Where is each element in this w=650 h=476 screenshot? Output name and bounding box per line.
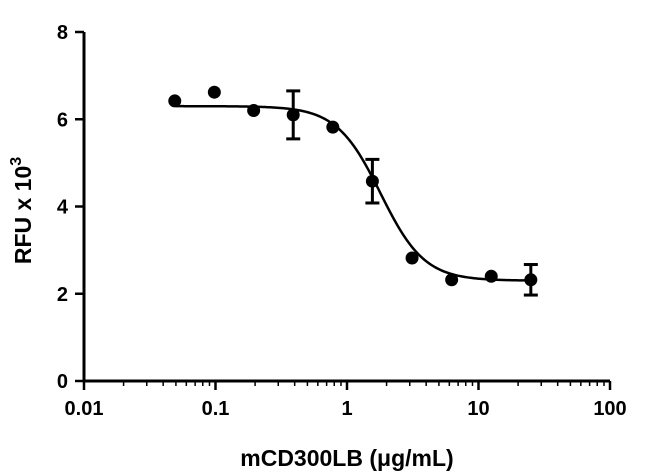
data-point	[247, 104, 261, 118]
data-points	[168, 85, 538, 287]
y-tick-label: 0	[57, 371, 68, 393]
data-point	[326, 120, 340, 134]
data-point	[405, 251, 419, 265]
x-axis-title-prefix: mCD300LB (	[240, 445, 377, 471]
y-tick-label: 4	[57, 197, 69, 219]
axis-ticks	[75, 30, 612, 390]
y-tick-label: 8	[57, 22, 68, 44]
data-point	[207, 85, 221, 99]
y-tick-label: 2	[57, 284, 68, 306]
x-axis-title-suffix: )	[446, 445, 454, 471]
data-point	[445, 273, 459, 287]
data-point	[168, 94, 182, 108]
data-point	[286, 108, 300, 122]
data-point	[365, 174, 379, 188]
x-tick-label: 0.01	[65, 398, 104, 420]
y-axis-title-exponent: 3	[8, 157, 25, 166]
y-axis-title: RFU x 103	[8, 157, 36, 264]
data-point	[524, 273, 538, 287]
x-axis-title-unit: μg/mL	[377, 445, 446, 471]
x-tick-label: 100	[593, 398, 626, 420]
x-tick-label: 1	[341, 398, 352, 420]
x-tick-label: 10	[467, 398, 489, 420]
y-axis-title-base: RFU x 10	[10, 166, 36, 264]
tick-labels: 0 2 4 6 8 0.01 0.1 1 10 100	[57, 22, 627, 420]
data-point	[484, 269, 498, 283]
fit-curve	[175, 104, 531, 282]
y-tick-label: 6	[57, 109, 68, 131]
x-axis-title: mCD300LB (μg/mL)	[240, 445, 453, 471]
x-tick-label: 0.1	[202, 398, 230, 420]
